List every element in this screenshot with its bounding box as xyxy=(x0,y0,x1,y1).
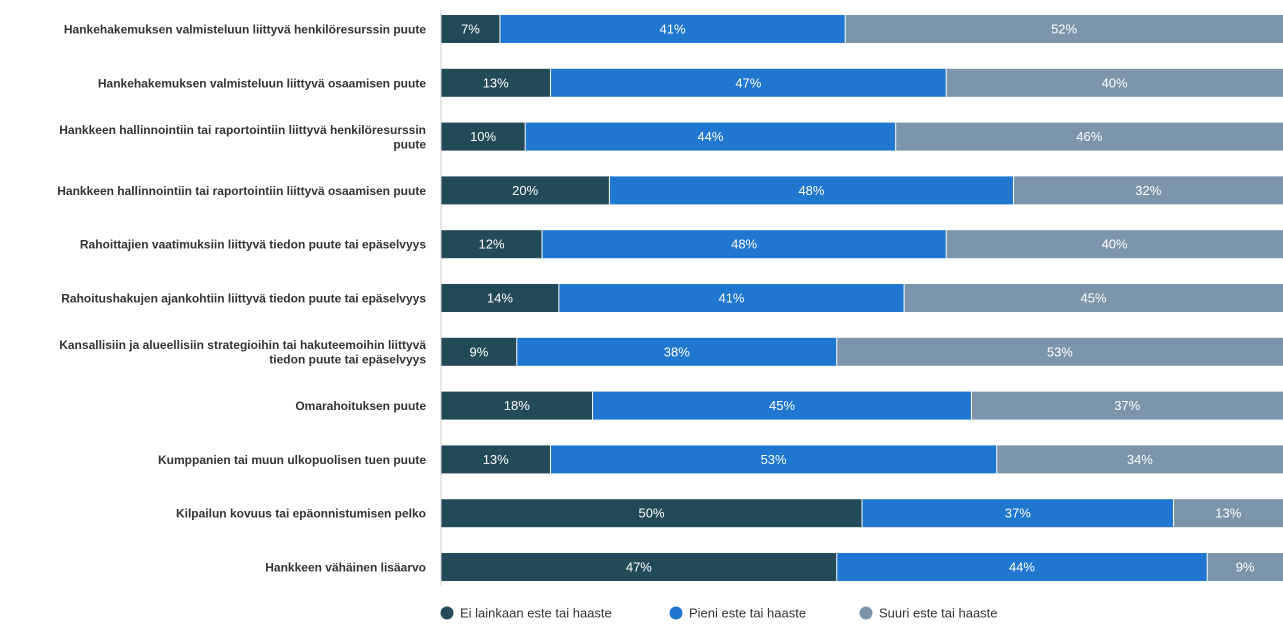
bar-segment xyxy=(558,284,905,312)
bar-segment xyxy=(441,15,500,43)
data-label: 45% xyxy=(769,398,795,413)
bar-segment xyxy=(862,499,1174,528)
data-label: 45% xyxy=(1081,291,1107,306)
legend: Ei lainkaan este tai haaste Pieni este ta… xyxy=(440,606,998,621)
legend-label: Suuri este tai haaste xyxy=(879,606,998,621)
bar-segment xyxy=(542,230,947,259)
data-label: 47% xyxy=(735,75,761,90)
bar-segment xyxy=(845,15,1283,43)
data-label: 7% xyxy=(461,22,480,37)
data-label: 48% xyxy=(798,183,824,198)
bar-segment xyxy=(836,553,1208,581)
bar-segment xyxy=(441,391,593,420)
bar-segment xyxy=(1207,553,1283,581)
data-label: 13% xyxy=(483,75,509,90)
data-label: 41% xyxy=(660,22,686,37)
bar-segment xyxy=(609,176,1014,205)
data-label: 44% xyxy=(1009,560,1035,575)
category-label: Hankehakemuksen valmisteluun liittyvä he… xyxy=(64,23,426,37)
category-label: Kansallisiin ja alueellisiin strategioih… xyxy=(59,338,426,367)
category-label: Hankkeen vähäinen lisäarvo xyxy=(265,561,426,575)
legend-marker xyxy=(440,606,454,620)
data-label: 14% xyxy=(487,291,513,306)
category-labels: Hankehakemuksen valmisteluun liittyvä he… xyxy=(57,23,426,575)
category-label: Hankehakemuksen valmisteluun liittyvä os… xyxy=(98,76,426,90)
legend-marker xyxy=(859,606,873,620)
bar-segment xyxy=(1173,499,1283,528)
category-label: Rahoitushakujen ajankohtiin liittyvä tie… xyxy=(61,292,426,306)
data-label: 41% xyxy=(718,291,744,306)
bar-segment xyxy=(550,445,997,474)
data-label: 18% xyxy=(504,398,530,413)
data-label: 38% xyxy=(664,344,690,359)
data-label: 10% xyxy=(470,129,496,144)
bar-segment xyxy=(946,230,1283,259)
bar-segment xyxy=(441,122,526,151)
data-label: 34% xyxy=(1127,452,1153,467)
legend-marker xyxy=(669,606,683,620)
bar-segment xyxy=(904,284,1283,312)
bar-segment xyxy=(441,176,610,205)
data-label: 53% xyxy=(1047,344,1073,359)
data-label: 13% xyxy=(483,452,509,467)
bar-segment xyxy=(441,230,543,259)
data-label: 44% xyxy=(697,129,723,144)
data-label: 9% xyxy=(1236,560,1255,575)
bar-segment xyxy=(895,122,1283,151)
data-label: 46% xyxy=(1076,129,1102,144)
bar-segment xyxy=(441,284,559,312)
category-label: Hankkeen hallinnointiin tai raportointii… xyxy=(57,184,426,198)
category-label: Omarahoituksen puute xyxy=(295,399,426,413)
data-label: 37% xyxy=(1005,506,1031,521)
legend-label: Pieni este tai haaste xyxy=(689,606,806,621)
bars-layer: 7% 41% 52% 13% 47% 40% 10% 44% 46% 20% 48% 32% 12% 48… xyxy=(441,15,1283,581)
category-label: Hankkeen hallinnointiin tai raportointii… xyxy=(59,123,426,152)
data-label: 32% xyxy=(1135,183,1161,198)
bar-segment xyxy=(441,553,837,581)
bar-segment xyxy=(836,337,1283,366)
data-label: 13% xyxy=(1215,506,1241,521)
bar-segment xyxy=(946,68,1283,97)
data-label: 47% xyxy=(626,560,652,575)
data-label: 12% xyxy=(479,237,505,252)
data-label: 37% xyxy=(1114,398,1140,413)
category-label: Rahoittajien vaatimuksiin liittyvä tiedo… xyxy=(80,238,426,252)
data-label: 40% xyxy=(1102,75,1128,90)
legend-label: Ei lainkaan este tai haaste xyxy=(460,606,612,621)
data-label: 9% xyxy=(469,344,488,359)
data-label: 50% xyxy=(638,506,664,521)
data-label: 53% xyxy=(761,452,787,467)
bar-segment xyxy=(516,337,837,366)
bar-segment xyxy=(1013,176,1283,205)
bar-segment xyxy=(592,391,972,420)
category-label: Kilpailun kovuus tai epäonnistumisen pel… xyxy=(176,507,426,521)
data-label: 48% xyxy=(731,237,757,252)
bar-segment xyxy=(525,122,896,151)
data-label: 20% xyxy=(512,183,538,198)
bar-segment xyxy=(550,68,947,97)
bar-segment xyxy=(441,445,551,474)
category-label: Kumppanien tai muun ulkopuolisen tuen pu… xyxy=(158,453,426,467)
bar-segment xyxy=(499,15,846,43)
data-label: 52% xyxy=(1051,22,1077,37)
bar-segment xyxy=(996,445,1283,474)
bar-segment xyxy=(441,68,551,97)
data-label: 40% xyxy=(1102,237,1128,252)
bar-segment xyxy=(971,391,1283,420)
bar-segment xyxy=(441,337,517,366)
bar-segment xyxy=(441,499,862,528)
